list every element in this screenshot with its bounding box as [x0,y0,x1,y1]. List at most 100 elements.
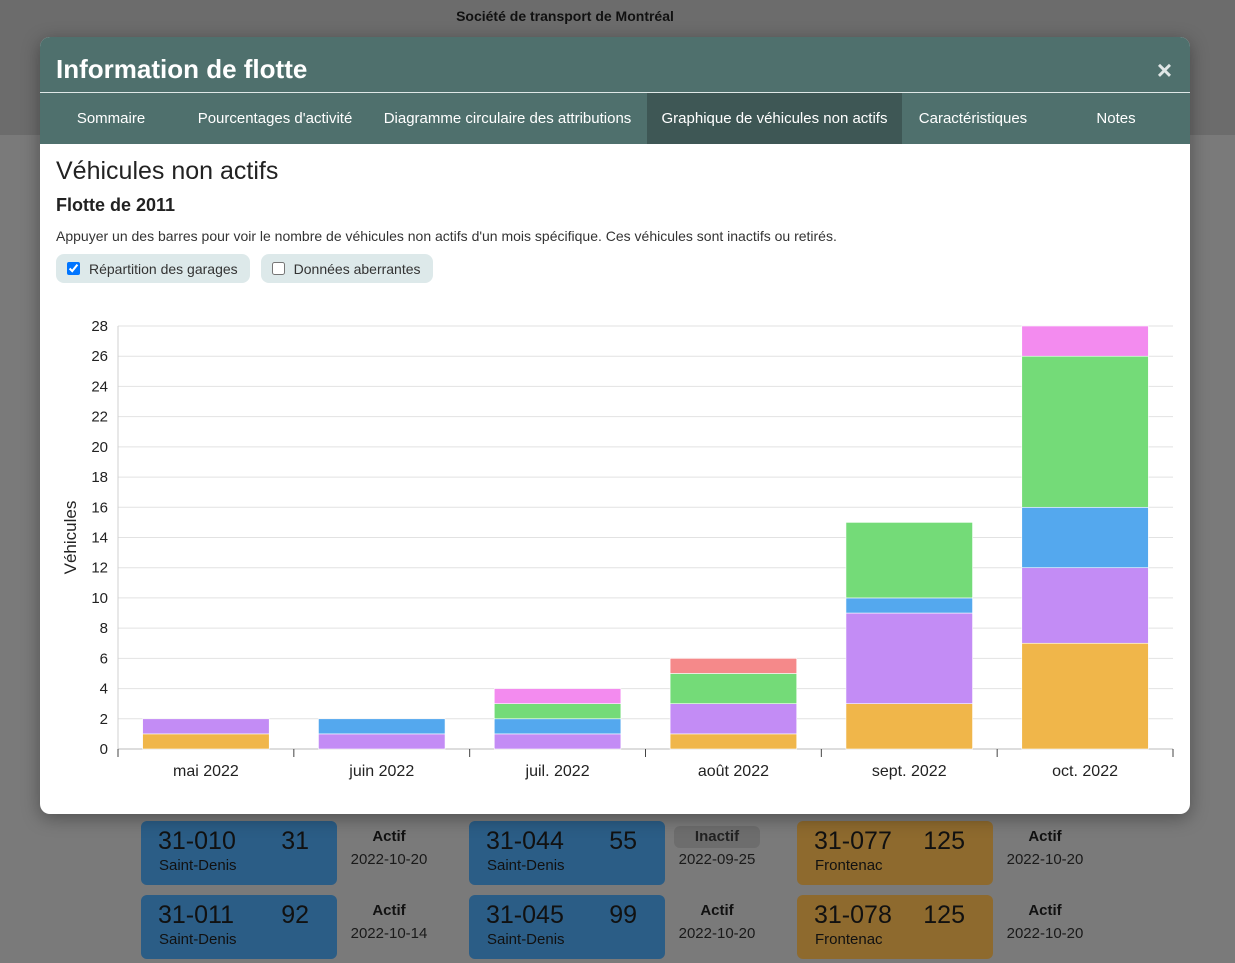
status-badge: Actif [700,902,734,919]
y-tick-label: 18 [91,469,108,486]
bar-segment[interactable] [845,703,973,750]
close-icon[interactable]: × [1156,55,1172,85]
y-tick-label: 10 [91,590,108,607]
bar-segment[interactable] [1021,355,1149,508]
bar-segment[interactable] [669,733,798,750]
bar-segment[interactable] [493,688,622,704]
status-date: 2022-10-20 [678,925,756,942]
outliers-label: Données aberrantes [293,260,421,277]
outliers-toggle[interactable]: Données aberrantes [260,254,433,283]
bus-card[interactable]: 31-078 125 Frontenac [797,895,993,959]
bus-number: 31-010 [158,827,236,855]
bar-segment[interactable] [142,718,270,735]
bar-segment[interactable] [318,718,446,735]
y-tick-label: 26 [91,348,108,365]
bus-card[interactable]: 31-011 92 Saint-Denis [141,895,337,959]
bus-card[interactable]: 31-077 125 Frontenac [797,821,993,885]
fleet-info-modal: Information de flotte × Sommaire Pourcen… [40,37,1190,814]
status-date: 2022-10-20 [1006,851,1084,868]
y-tick-label: 24 [91,378,108,395]
bar-segment[interactable] [669,673,798,704]
garage-breakdown-toggle[interactable]: Répartition des garages [56,254,250,283]
bus-number: 31-077 [814,827,892,855]
bus-count: 31 [281,827,309,855]
bus-garage: Saint-Denis [487,931,565,948]
garage-breakdown-checkbox[interactable] [67,262,80,275]
bus-count: 99 [609,901,637,929]
bus-garage: Frontenac [815,931,883,948]
chart-description: Appuyer un des barres pour voir le nombr… [56,228,837,244]
bar-segment[interactable] [1021,325,1149,357]
y-tick-label: 14 [91,530,108,547]
bus-card[interactable]: 31-010 31 Saint-Denis [141,821,337,885]
tab-sommaire[interactable]: Sommaire [76,110,146,127]
bus-number: 31-045 [486,901,564,929]
chart-area: 0 2 4 6 8 10 12 14 16 18 20 22 24 26 28 Véhicules mai 20… [40,297,1190,807]
y-tick-label: 28 [91,318,108,335]
bar-segment[interactable] [142,733,270,750]
tab-content: Véhicules non actifs Flotte de 2011 Appu… [40,144,1190,283]
y-tick-label: 8 [100,620,108,637]
bar-segment[interactable] [669,703,798,735]
chart-options: Répartition des garages Données aberrant… [56,254,1174,283]
tab-diagramme-circulaire[interactable]: Diagramme circulaire des attributions [383,110,632,127]
status-badge: Actif [1028,828,1062,845]
x-tick-label: sept. 2022 [872,763,947,780]
x-tick-label: août 2022 [698,763,769,780]
tab-pourcentages-activite[interactable]: Pourcentages d'activité [197,110,353,127]
bus-count: 125 [923,901,965,929]
bar-segment[interactable] [1021,642,1149,750]
x-tick-label: juin 2022 [348,763,414,780]
org-title: Société de transport de Montréal [456,8,674,24]
bar-segment[interactable] [845,522,973,599]
bus-count: 125 [923,827,965,855]
bus-garage: Saint-Denis [159,857,237,874]
garage-breakdown-label: Répartition des garages [89,260,238,277]
y-tick-label: 4 [100,681,108,698]
status-date: 2022-10-20 [350,851,428,868]
y-tick-label: 16 [91,499,108,516]
bus-count: 55 [609,827,637,855]
tab-notes[interactable]: Notes [1096,110,1136,127]
x-tick-label: oct. 2022 [1052,763,1118,780]
x-tick-label: juil. 2022 [525,763,590,780]
bus-count: 92 [281,901,309,929]
bus-number: 31-078 [814,901,892,929]
status-date: 2022-10-14 [350,925,428,942]
bus-card[interactable]: 31-044 55 Saint-Denis [469,821,665,885]
bar-segment[interactable] [845,612,973,704]
bar-segment[interactable] [845,597,973,614]
fleet-subtitle: Flotte de 2011 [56,195,176,215]
y-tick-label: 2 [100,711,108,728]
status-badge: Actif [1028,902,1062,919]
status-badge: Actif [372,902,406,919]
page-title: Véhicules non actifs [56,157,279,185]
bar-segment[interactable] [669,658,798,674]
bus-number: 31-044 [486,827,564,855]
bar-segment[interactable] [318,733,446,750]
y-tick-label: 6 [100,650,108,667]
y-tick-label: 20 [91,439,108,456]
bar-segment[interactable] [1021,506,1149,569]
tab-bar: Sommaire Pourcentages d'activité Diagram… [40,93,1190,144]
tab-caracteristiques[interactable]: Caractéristiques [918,110,1028,127]
bus-garage: Saint-Denis [487,857,565,874]
bar-segment[interactable] [493,733,622,750]
bus-card[interactable]: 31-045 99 Saint-Denis [469,895,665,959]
bus-garage: Frontenac [815,857,883,874]
outliers-checkbox[interactable] [271,262,285,275]
status-badge: Inactif [674,826,760,848]
tab-graphique-non-actifs[interactable]: Graphique de véhicules non actifs [647,93,902,144]
bar-segment[interactable] [493,703,622,720]
bus-garage: Saint-Denis [159,931,237,948]
x-tick-label: mai 2022 [173,763,239,780]
modal-title: Information de flotte [56,54,308,84]
y-tick-label: 22 [91,409,108,426]
bar-segment[interactable] [493,718,622,735]
y-tick-label: 0 [100,741,108,758]
bar-segment[interactable] [1021,567,1149,644]
status-badge: Actif [372,828,406,845]
modal-header: Information de flotte × [40,37,1190,93]
bus-number: 31-011 [158,901,234,929]
